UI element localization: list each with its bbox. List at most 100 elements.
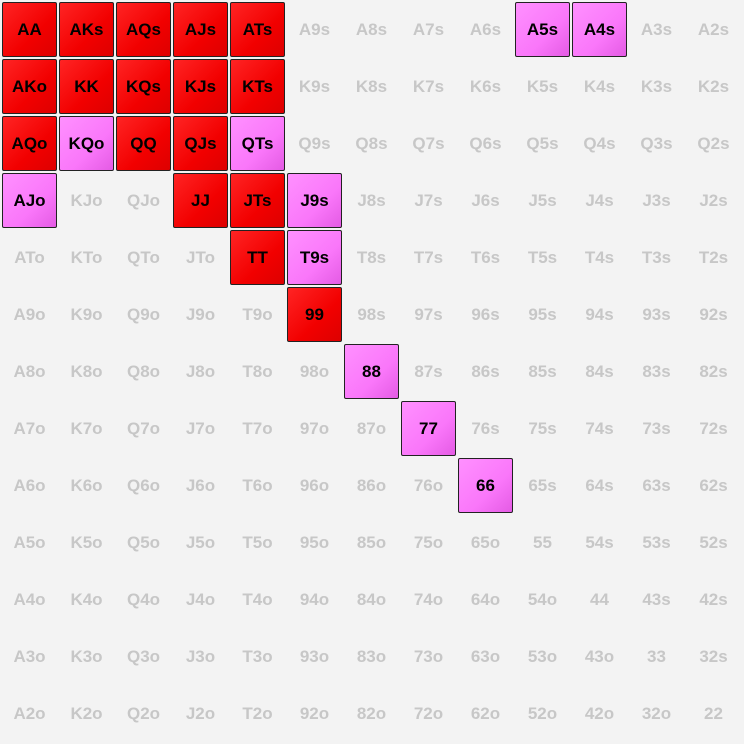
hand-cell[interactable]: JTs <box>230 173 285 228</box>
hand-cell[interactable]: 64s <box>585 475 614 495</box>
hand-cell[interactable]: T9s <box>287 230 342 285</box>
hand-cell[interactable]: 32o <box>641 703 672 723</box>
hand-cell[interactable]: 75o <box>413 532 444 552</box>
hand-cell[interactable]: Q8o <box>126 361 161 381</box>
hand-cell[interactable]: 22 <box>704 703 723 723</box>
hand-cell[interactable]: 43o <box>584 646 615 666</box>
hand-cell[interactable]: K3s <box>640 76 673 96</box>
hand-cell[interactable]: A2s <box>697 19 730 39</box>
hand-cell[interactable]: QQ <box>116 116 171 171</box>
hand-cell[interactable]: 82o <box>356 703 387 723</box>
hand-cell[interactable]: K8o <box>70 361 103 381</box>
hand-cell[interactable]: A4o <box>13 589 46 609</box>
hand-cell[interactable]: A7o <box>13 418 46 438</box>
hand-cell[interactable]: K3o <box>70 646 103 666</box>
hand-cell[interactable]: Q6o <box>126 475 161 495</box>
hand-cell[interactable]: T2s <box>698 247 729 267</box>
hand-cell[interactable]: 93s <box>642 304 671 324</box>
hand-cell[interactable]: 32s <box>699 646 728 666</box>
hand-cell[interactable]: 52s <box>699 532 728 552</box>
hand-cell[interactable]: Q3s <box>640 133 673 153</box>
hand-cell[interactable]: 88 <box>344 344 399 399</box>
hand-cell[interactable]: J6s <box>471 190 500 210</box>
hand-cell[interactable]: Q7o <box>126 418 161 438</box>
hand-cell[interactable]: J7o <box>185 418 216 438</box>
hand-cell[interactable]: 95o <box>299 532 330 552</box>
hand-cell[interactable]: 87o <box>356 418 387 438</box>
hand-cell[interactable]: J9s <box>287 173 342 228</box>
hand-cell[interactable]: 43s <box>642 589 671 609</box>
hand-cell[interactable]: 98s <box>357 304 386 324</box>
hand-cell[interactable]: AQs <box>116 2 171 57</box>
hand-cell[interactable]: 93o <box>299 646 330 666</box>
hand-cell[interactable]: KTo <box>70 247 103 267</box>
hand-cell[interactable]: A6o <box>13 475 46 495</box>
hand-cell[interactable]: 76s <box>471 418 500 438</box>
hand-cell[interactable]: AJo <box>2 173 57 228</box>
hand-cell[interactable]: J2s <box>699 190 728 210</box>
hand-cell[interactable]: K9s <box>298 76 331 96</box>
hand-cell[interactable]: 42o <box>584 703 615 723</box>
hand-cell[interactable]: T7s <box>413 247 444 267</box>
hand-cell[interactable]: 73o <box>413 646 444 666</box>
hand-cell[interactable]: AKo <box>2 59 57 114</box>
hand-cell[interactable]: 64o <box>470 589 501 609</box>
hand-cell[interactable]: 54s <box>585 532 614 552</box>
hand-cell[interactable]: AKs <box>59 2 114 57</box>
hand-cell[interactable]: J2o <box>185 703 216 723</box>
hand-cell[interactable]: 84s <box>585 361 614 381</box>
hand-cell[interactable]: QTo <box>127 247 160 267</box>
hand-cell[interactable]: 86s <box>471 361 500 381</box>
hand-cell[interactable]: J5o <box>185 532 216 552</box>
hand-cell[interactable]: K6o <box>70 475 103 495</box>
hand-cell[interactable]: 85s <box>528 361 557 381</box>
hand-cell[interactable]: QJo <box>126 190 161 210</box>
hand-cell[interactable]: 52o <box>527 703 558 723</box>
hand-cell[interactable]: A7s <box>412 19 445 39</box>
hand-cell[interactable]: 87s <box>414 361 443 381</box>
hand-cell[interactable]: 72s <box>699 418 728 438</box>
hand-cell[interactable]: A6s <box>469 19 502 39</box>
hand-cell[interactable]: KJs <box>173 59 228 114</box>
hand-cell[interactable]: ATs <box>230 2 285 57</box>
hand-cell[interactable]: KQs <box>116 59 171 114</box>
hand-cell[interactable]: 55 <box>533 532 552 552</box>
hand-cell[interactable]: T6s <box>470 247 501 267</box>
hand-cell[interactable]: K4s <box>583 76 616 96</box>
hand-cell[interactable]: TT <box>230 230 285 285</box>
hand-cell[interactable]: T8o <box>242 361 273 381</box>
hand-cell[interactable]: AQo <box>2 116 57 171</box>
hand-cell[interactable]: Q8s <box>355 133 388 153</box>
hand-cell[interactable]: 99 <box>287 287 342 342</box>
hand-cell[interactable]: 92s <box>699 304 728 324</box>
hand-cell[interactable]: A5o <box>13 532 46 552</box>
hand-cell[interactable]: QJs <box>173 116 228 171</box>
hand-cell[interactable]: 96o <box>299 475 330 495</box>
hand-cell[interactable]: K7o <box>70 418 103 438</box>
hand-cell[interactable]: J4o <box>185 589 216 609</box>
hand-cell[interactable]: Q9s <box>298 133 331 153</box>
hand-cell[interactable]: A2o <box>13 703 46 723</box>
hand-cell[interactable]: 42s <box>699 589 728 609</box>
hand-cell[interactable]: Q5s <box>526 133 559 153</box>
hand-cell[interactable]: 65o <box>470 532 501 552</box>
hand-cell[interactable]: KJo <box>70 190 103 210</box>
hand-cell[interactable]: KQo <box>59 116 114 171</box>
hand-cell[interactable]: 53s <box>642 532 671 552</box>
hand-cell[interactable]: A3s <box>640 19 673 39</box>
hand-cell[interactable]: 92o <box>299 703 330 723</box>
hand-cell[interactable]: ATo <box>14 247 45 267</box>
hand-cell[interactable]: Q7s <box>412 133 445 153</box>
hand-cell[interactable]: K9o <box>70 304 103 324</box>
hand-cell[interactable]: 33 <box>647 646 666 666</box>
hand-cell[interactable]: 74s <box>585 418 614 438</box>
hand-cell[interactable]: A4s <box>572 2 627 57</box>
hand-cell[interactable]: J6o <box>185 475 216 495</box>
hand-cell[interactable]: A9s <box>298 19 331 39</box>
hand-cell[interactable]: T3s <box>641 247 672 267</box>
hand-cell[interactable]: A9o <box>13 304 46 324</box>
hand-cell[interactable]: 98o <box>299 361 330 381</box>
hand-cell[interactable]: 82s <box>699 361 728 381</box>
hand-cell[interactable]: 62o <box>470 703 501 723</box>
hand-cell[interactable]: 77 <box>401 401 456 456</box>
